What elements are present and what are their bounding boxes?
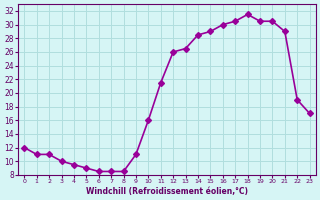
- X-axis label: Windchill (Refroidissement éolien,°C): Windchill (Refroidissement éolien,°C): [86, 187, 248, 196]
